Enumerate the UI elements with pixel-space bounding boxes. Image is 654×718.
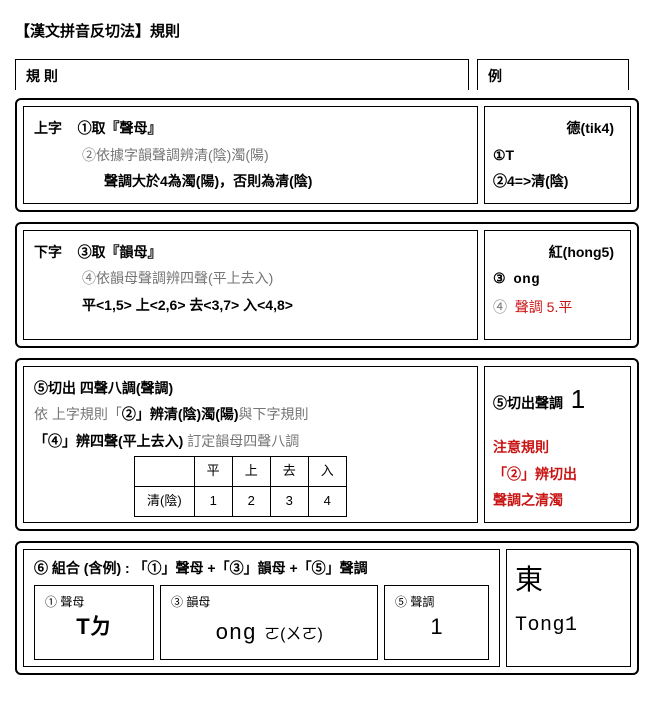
b3-note2: 「②」辨切出 [493, 461, 622, 488]
b3-result: ⑤切出聲調 1 [493, 375, 622, 424]
b3-line3: 「④」辨四聲(平上去入) 訂定韻母四聲八調 [34, 428, 467, 455]
block4-top-row: ⑥ 組合 (含例) : 「①」聲母 +「③」韻母 +「⑤」聲調 ① 聲母 Tㄉ … [23, 549, 631, 667]
header-example: 例 [477, 59, 629, 90]
b3-result-label: ⑤切出聲調 [493, 395, 563, 411]
b2-ex-tone: ④ 聲調 5.平 [493, 294, 622, 321]
block-combination: ⑥ 組合 (含例) : 「①」聲母 +「③」韻母 +「⑤」聲調 ① 聲母 Tㄉ … [15, 541, 639, 675]
th-ping: 平 [194, 457, 232, 487]
block4-sub-row: ① 聲母 Tㄉ ③ 韻母 ong ㄛ(ㄨㄛ) ⑤ 聲調 1 [34, 585, 489, 660]
tone-table: 平 上 去 入 清(陰) 1 2 3 4 [134, 456, 347, 516]
b1-ex-char: 德(tik4) [493, 115, 622, 142]
b2-ex-num4: ④ [493, 299, 507, 315]
b1-rule2: ②依據字韻聲調辨清(陰)濁(陽) [82, 142, 467, 169]
b2-rule3: ③取『韻母』 [78, 244, 162, 260]
b1-ex-arrow: ②4=> [493, 173, 531, 189]
page-title: 【漢文拼音反切法】規則 [15, 20, 639, 41]
block1-left: 上字 ①取『聲母』 ②依據字韻聲調辨清(陰)濁(陽) 聲調大於4為濁(陽)，否則… [23, 106, 478, 204]
b3-title: ⑤切出 四聲八調(聲調) [34, 375, 467, 402]
b3-note1: 注意規則 [493, 434, 622, 461]
result-roman: Tong1 [515, 614, 622, 637]
b2-rule4: ④依韻母聲調辨四聲(平上去入) [82, 265, 467, 292]
sub3-val: 1 [395, 614, 478, 640]
b1-line1: 上字 ①取『聲母』 [34, 115, 467, 142]
td-2: 2 [232, 487, 270, 517]
column-headers: 規 則 例 [15, 59, 639, 90]
sub2-roman: ong [215, 621, 256, 646]
b1-ex-initial: ①T [493, 142, 622, 169]
b3-result-num: 1 [571, 384, 585, 414]
b2-ex-char: 紅(hong5) [493, 239, 622, 266]
b3-note3: 聲調之清濁 [493, 487, 622, 514]
b3-l2a: 依 上字規則「 [34, 406, 122, 422]
sub-initial: ① 聲母 Tㄉ [34, 585, 154, 660]
block-upper-char: 上字 ①取『聲母』 ②依據字韻聲調辨清(陰)濁(陽) 聲調大於4為濁(陽)，否則… [15, 98, 639, 212]
b2-rule4-detail: 平<1,5> 上<2,6> 去<3,7> 入<4,8> [82, 292, 467, 319]
block2-right: 紅(hong5) ③ ong ④ 聲調 5.平 [484, 230, 631, 340]
sub2-label: ③ 韻母 [171, 592, 367, 614]
block4-result: 東 Tong1 [506, 549, 631, 667]
b1-ex-tone: ②4=>清(陰) [493, 168, 622, 195]
b3-l3a: 「④」辨四聲(平上去入) [34, 433, 183, 449]
b2-ex-ong: ong [513, 272, 540, 288]
b1-ex-result: 清(陰) [531, 173, 568, 189]
b2-label: 下字 [34, 244, 62, 260]
sub2-val: ong ㄛ(ㄨㄛ) [171, 614, 367, 654]
block2-left: 下字 ③取『韻母』 ④依韻母聲調辨四聲(平上去入) 平<1,5> 上<2,6> … [23, 230, 478, 340]
td-1: 1 [194, 487, 232, 517]
b3-l2c: 與下字規則 [239, 406, 309, 422]
b3-l3b: 訂定韻母四聲八調 [187, 433, 299, 449]
header-rules: 規 則 [15, 59, 469, 90]
block-lower-char: 下字 ③取『韻母』 ④依韻母聲調辨四聲(平上去入) 平<1,5> 上<2,6> … [15, 222, 639, 348]
b2-line1: 下字 ③取『韻母』 [34, 239, 467, 266]
block4-formula: ⑥ 組合 (含例) : 「①」聲母 +「③」韻母 +「⑤」聲調 ① 聲母 Tㄉ … [23, 549, 500, 667]
sub1-label: ① 聲母 [45, 592, 143, 614]
sub2-bopomofo: ㄛ(ㄨㄛ) [264, 626, 323, 643]
tr-qing: 清(陰) [135, 487, 195, 517]
block1-right: 德(tik4) ①T ②4=>清(陰) [484, 106, 631, 204]
b1-rule2-detail: 聲調大於4為濁(陽)，否則為清(陰) [104, 168, 467, 195]
th-ru: 入 [308, 457, 346, 487]
result-char: 東 [515, 558, 622, 598]
th-blank [135, 457, 195, 487]
block-tone-combine: ⑤切出 四聲八調(聲調) 依 上字規則「②」辨清(陰)濁(陽)與下字規則 「④」… [15, 358, 639, 531]
b2-ex-ping: 聲調 5.平 [515, 299, 573, 315]
td-4: 4 [308, 487, 346, 517]
b1-rule1: ①取『聲母』 [78, 120, 162, 136]
sub3-label: ⑤ 聲調 [395, 592, 478, 614]
block3-left: ⑤切出 四聲八調(聲調) 依 上字規則「②」辨清(陰)濁(陽)與下字規則 「④」… [23, 366, 478, 523]
b2-ex-final: ③ ong [493, 265, 622, 294]
b2-ex-num3: ③ [493, 270, 506, 286]
sub1-val: Tㄉ [45, 614, 143, 640]
sub-tone: ⑤ 聲調 1 [384, 585, 489, 660]
th-shang: 上 [232, 457, 270, 487]
b3-l2b: ②」辨清(陰)濁(陽) [122, 406, 239, 422]
block3-right: ⑤切出聲調 1 注意規則 「②」辨切出 聲調之清濁 [484, 366, 631, 523]
b3-line2: 依 上字規則「②」辨清(陰)濁(陽)與下字規則 [34, 401, 467, 428]
b4-formula-text: ⑥ 組合 (含例) : 「①」聲母 +「③」韻母 +「⑤」聲調 [34, 556, 489, 581]
td-3: 3 [270, 487, 308, 517]
b1-label: 上字 [34, 120, 62, 136]
sub-final: ③ 韻母 ong ㄛ(ㄨㄛ) [160, 585, 378, 660]
th-qu: 去 [270, 457, 308, 487]
